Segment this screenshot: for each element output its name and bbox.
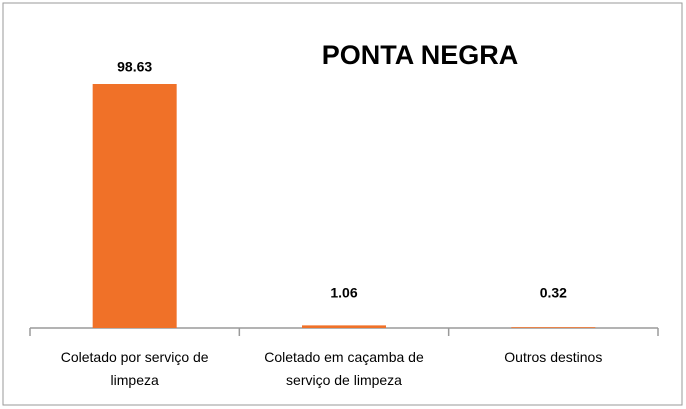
data-label: 0.32 — [540, 285, 567, 301]
x-tick-label: Outros destinos — [504, 349, 603, 365]
bar — [511, 327, 596, 328]
bar — [92, 84, 177, 328]
x-tick-label: Coletado por serviço de limpeza — [60, 349, 209, 388]
bar — [302, 325, 386, 328]
x-tick-label: Coletado em caçamba de serviço de limpez… — [264, 349, 424, 388]
chart-title: PONTA NEGRA — [322, 40, 519, 70]
data-label: 98.63 — [117, 59, 152, 75]
data-label: 1.06 — [330, 285, 357, 301]
